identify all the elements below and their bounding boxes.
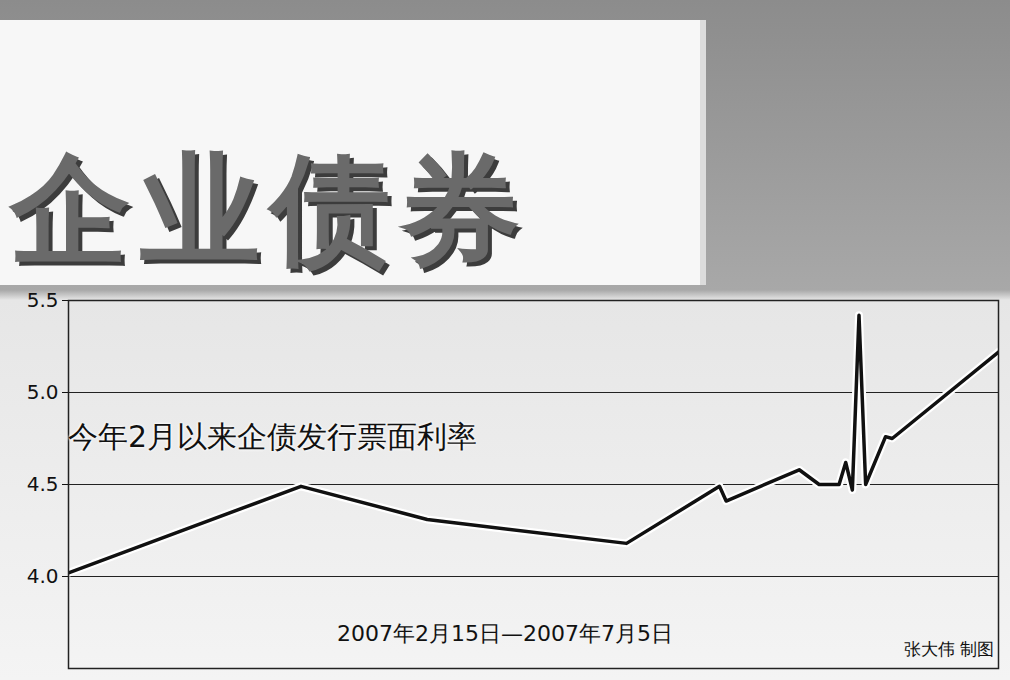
html-text:今年2月以来企债发行票面利率: 今年2月以来企债发行票面利率 [68,419,478,454]
svg-text:4.0: 4.0 [27,564,59,588]
html-text:张大伟 制图: 张大伟 制图 [903,639,994,659]
svg-text:4.5: 4.5 [27,472,59,496]
svg-text:5.0: 5.0 [27,380,59,404]
svg-text:5.5: 5.5 [27,288,59,312]
html-text:企业债券: 企业债券 [10,140,530,279]
html-text:2007年2月15日—2007年7月5日: 2007年2月15日—2007年7月5日 [337,621,673,646]
